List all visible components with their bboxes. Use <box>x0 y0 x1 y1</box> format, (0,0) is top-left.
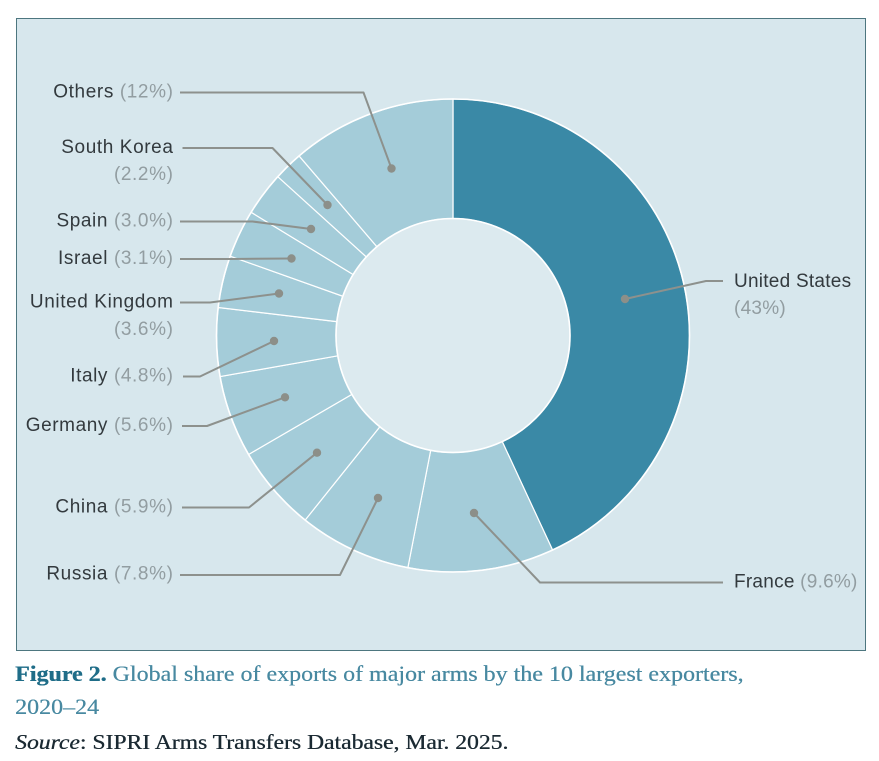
svg-text:Italy (4.8%): Italy (4.8%) <box>70 365 173 386</box>
svg-text:Others (12%): Others (12%) <box>53 81 173 102</box>
svg-text:(2.2%): (2.2%) <box>114 164 174 185</box>
svg-text:France (9.6%): France (9.6%) <box>734 571 858 592</box>
svg-text:Spain (3.0%): Spain (3.0%) <box>56 210 173 231</box>
svg-text:China (5.9%): China (5.9%) <box>55 496 173 517</box>
svg-text:(43%): (43%) <box>734 298 786 319</box>
svg-text:United Kingdom: United Kingdom <box>30 291 174 312</box>
svg-text:Israel (3.1%): Israel (3.1%) <box>58 248 174 269</box>
svg-text:Russia (7.8%): Russia (7.8%) <box>46 563 173 584</box>
svg-text:South Korea: South Korea <box>61 137 173 158</box>
svg-text:Germany (5.6%): Germany (5.6%) <box>26 415 174 436</box>
svg-text:(3.6%): (3.6%) <box>114 319 174 340</box>
svg-text:United States: United States <box>734 271 851 292</box>
